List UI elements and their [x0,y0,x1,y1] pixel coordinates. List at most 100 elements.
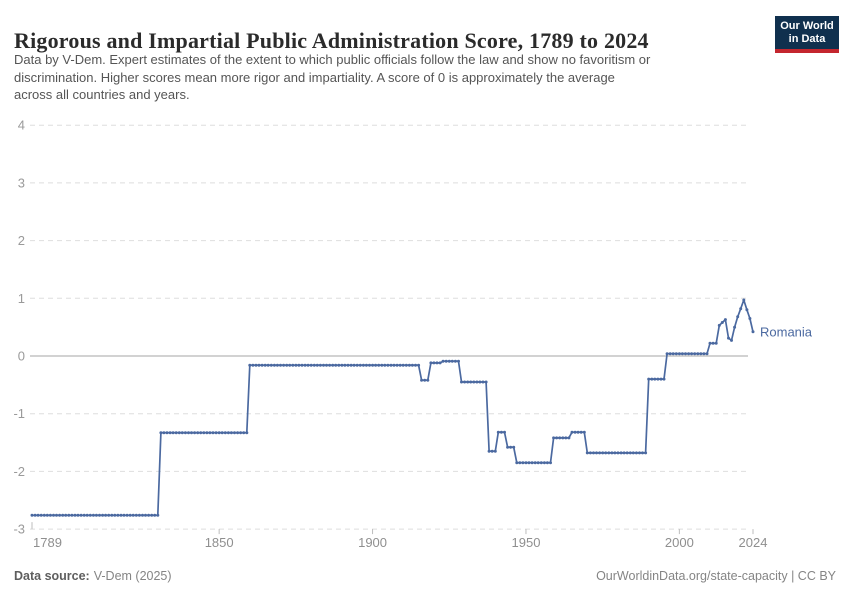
data-point [30,513,34,517]
y-tick-label--3: -3 [13,522,25,537]
data-point [346,363,350,367]
owid-logo[interactable]: Our World in Data [775,16,839,53]
y-tick-label-1: 1 [18,291,25,306]
data-point [67,513,71,517]
data-point [723,318,727,322]
data-point [638,451,641,455]
data-point [702,352,706,356]
data-point [539,461,543,465]
data-point [36,513,40,517]
data-point [671,352,675,356]
data-point [453,359,457,363]
data-point [70,513,74,517]
data-point [144,513,147,517]
data-point [564,436,568,440]
data-point [306,363,310,367]
data-point [745,308,749,312]
data-point [337,363,341,367]
chart-subtitle: Data by V-Dem. Expert estimates of the e… [14,51,774,104]
data-point [472,380,476,384]
data-point [325,363,328,367]
data-point [527,461,531,465]
owid-logo-line1: Our World [780,20,834,32]
data-point [371,363,375,367]
subtitle-line-3: across all countries and years. [14,87,190,102]
data-point [469,380,473,384]
data-point [208,431,212,435]
data-point [131,513,135,517]
data-point [447,359,451,363]
chart-plot-area[interactable]: 4 3 2 1 0 -1 -2 -3 1789 1850 1900 1950 2000 2024 Roman… [0,112,850,560]
data-point [98,513,101,517]
data-point [94,513,98,517]
data-point [414,363,417,367]
data-point [598,451,602,455]
data-source-label: Data source: [14,569,90,583]
data-point [395,363,399,367]
data-point [404,363,408,367]
data-point [180,431,184,435]
data-point [481,380,485,384]
owid-url-link[interactable]: OurWorldinData.org/state-capacity | CC B… [596,569,836,583]
data-point [279,363,282,367]
data-point [742,298,746,302]
data-point [45,513,49,517]
data-point [573,430,577,434]
x-tick-label-1789: 1789 [33,535,62,550]
data-point [588,451,592,455]
data-point [288,363,292,367]
data-point [101,513,105,517]
data-point [478,380,482,384]
data-point [377,363,381,367]
data-point [251,363,255,367]
data-point [315,363,319,367]
data-point [579,430,583,434]
data-point [601,451,605,455]
data-point [610,451,614,455]
data-point [257,363,261,367]
data-point [58,513,62,517]
data-point [625,451,629,455]
data-point [205,431,209,435]
data-point [64,513,68,517]
data-point [463,380,467,384]
data-point [383,363,387,367]
data-point [398,363,402,367]
data-point [650,377,654,381]
data-point [294,363,298,367]
data-point [272,363,276,367]
data-point [521,461,525,465]
data-point [110,513,114,517]
data-point [435,361,439,365]
data-point [518,461,522,465]
data-point [174,431,178,435]
data-point [328,363,332,367]
data-point [549,461,552,465]
data-point [202,431,206,435]
y-tick-label--2: -2 [13,464,25,479]
chart-title: Rigorous and Impartial Public Administra… [14,27,649,53]
data-point [705,352,709,356]
data-point [190,431,193,435]
data-point [460,380,463,384]
data-point [33,513,37,517]
data-point [720,321,724,324]
data-point [42,513,46,517]
data-point [193,431,197,435]
data-point [417,363,421,367]
data-point [567,436,571,440]
x-tick-label-1850: 1850 [205,535,234,550]
x-tick-label-1900: 1900 [358,535,387,550]
y-tick-label-4: 4 [18,118,25,133]
data-point [545,461,549,465]
data-point [490,449,494,453]
data-point [644,451,648,455]
data-point [674,352,678,356]
data-point [613,451,617,455]
data-point [156,513,160,517]
data-point [52,513,55,517]
data-point [499,430,503,434]
data-point [141,513,144,517]
data-point [401,363,405,367]
data-point [699,352,703,356]
